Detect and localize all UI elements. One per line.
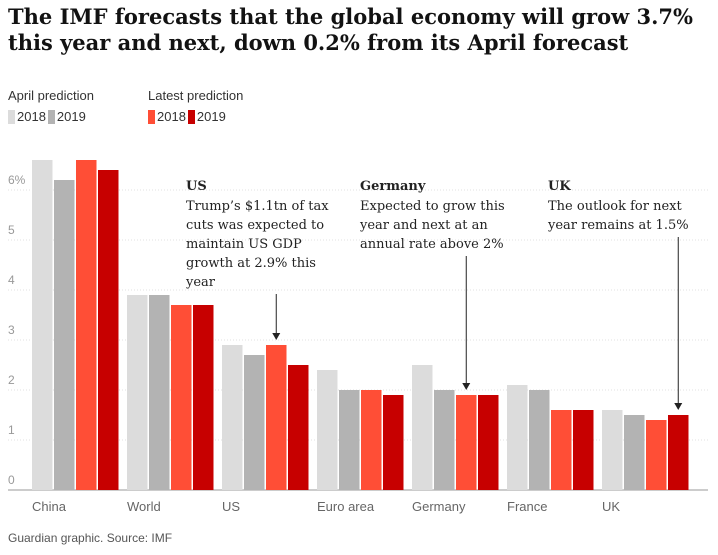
bar [668, 415, 689, 490]
legend-swatch [47, 109, 55, 124]
annotation-germany-text: year and next at an [359, 218, 488, 233]
legend-latest-2019: 2019 [187, 109, 226, 124]
legend-label: 2018 [157, 109, 186, 124]
annotation-germany-arrowhead [462, 383, 471, 390]
bar [361, 390, 382, 490]
bar [602, 410, 623, 490]
annotation-us-text: year [185, 275, 216, 290]
bar [32, 160, 53, 490]
annotation-us-text: growth at 2.9% this [186, 256, 316, 271]
legend-latest: Latest prediction 2018 2019 [148, 88, 243, 124]
annotation-germany-text: annual rate above 2% [360, 237, 504, 252]
bar [98, 170, 119, 490]
chart-title: The IMF forecasts that the global econom… [8, 4, 693, 55]
bar [339, 390, 360, 490]
source-note: Guardian graphic. Source: IMF [8, 531, 173, 545]
bar [76, 160, 97, 490]
annotation-uk-text: The outlook for next [548, 199, 682, 214]
x-tick-label: Euro area [317, 499, 375, 514]
legend-april-2019: 2019 [47, 109, 86, 124]
legend-latest-2018: 2018 [148, 109, 186, 124]
annotation-us-text: maintain US GDP [186, 237, 302, 252]
annotation-uk-arrowhead [674, 403, 683, 410]
x-tick-label: US [222, 499, 240, 514]
y-tick-label: 1 [8, 423, 15, 437]
annotation-germany-text: Expected to grow this [360, 199, 505, 214]
bar [478, 395, 499, 490]
annotation-us-arrowhead [272, 333, 281, 340]
bar [551, 410, 572, 490]
y-tick-label: 5 [8, 223, 15, 237]
y-tick-label: 6% [8, 173, 26, 187]
annotation-uk-title: UK [548, 179, 571, 194]
annotation-uk-text: year remains at 1.5% [547, 218, 689, 233]
legend-april: April prediction 2018 2019 [8, 88, 94, 124]
bar [149, 295, 170, 490]
bar [54, 180, 75, 490]
legend-label: 2018 [17, 109, 46, 124]
bar [288, 365, 309, 490]
bar [412, 365, 433, 490]
legend-swatch [148, 109, 155, 124]
bar [434, 390, 455, 490]
bar [222, 345, 243, 490]
y-tick-label: 2 [8, 373, 15, 387]
legend-latest-title: Latest prediction [148, 88, 244, 103]
bar-chart: 0 1 2 3 4 5 6% China World US Euro area Germany Fran… [8, 160, 708, 514]
legend-swatch [187, 109, 195, 124]
x-tick-label: UK [602, 499, 620, 514]
x-tick-label: World [127, 499, 161, 514]
annotation-us-text: cuts was expected to [186, 218, 324, 233]
x-tick-label: Germany [412, 499, 466, 514]
bar [266, 345, 287, 490]
annotation-us-text: Trump’s $1.1tn of tax [186, 199, 329, 214]
x-tick-label: France [507, 499, 547, 514]
bar [646, 420, 667, 490]
bar [507, 385, 528, 490]
bar [529, 390, 550, 490]
y-tick-label: 4 [8, 273, 15, 287]
annotation-us-title: US [186, 179, 207, 194]
bar [456, 395, 477, 490]
annotation-germany-title: Germany [360, 179, 426, 194]
bar [383, 395, 404, 490]
legend-swatch [8, 109, 15, 124]
legend-label: 2019 [56, 109, 86, 124]
legend-april-title: April prediction [8, 88, 94, 103]
bar [193, 305, 214, 490]
legend-label: 2019 [196, 109, 226, 124]
bar [573, 410, 594, 490]
x-tick-label: China [32, 499, 67, 514]
bar [317, 370, 338, 490]
legend-april-2018: 2018 [8, 109, 46, 124]
bar [244, 355, 265, 490]
y-tick-label: 3 [8, 323, 15, 337]
bar [127, 295, 148, 490]
bar [624, 415, 645, 490]
bar [171, 305, 192, 490]
y-tick-label: 0 [8, 473, 15, 487]
